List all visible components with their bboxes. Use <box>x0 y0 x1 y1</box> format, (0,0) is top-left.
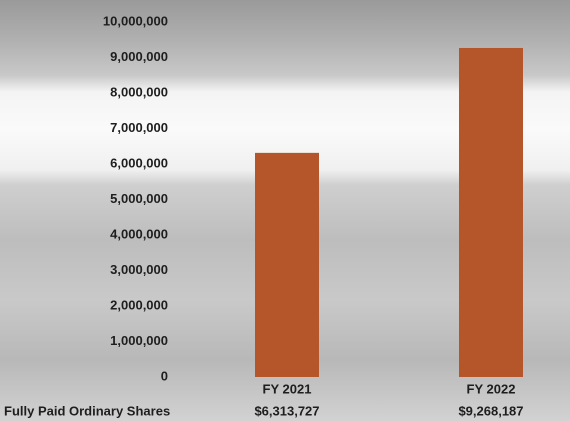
bar <box>459 47 523 377</box>
y-tick-label: 0 <box>161 368 168 383</box>
y-tick-label: 9,000,000 <box>110 49 168 64</box>
x-tick-label: FY 2022 <box>467 381 516 396</box>
series-row-label: Fully Paid Ordinary Shares <box>4 403 170 418</box>
x-tick-label: FY 2021 <box>263 381 312 396</box>
y-tick-label: 8,000,000 <box>110 84 168 99</box>
value-label: $6,313,727 <box>254 403 319 418</box>
y-tick-label: 3,000,000 <box>110 262 168 277</box>
y-tick-label: 5,000,000 <box>110 191 168 206</box>
bar <box>255 152 319 377</box>
y-tick-label: 1,000,000 <box>110 333 168 348</box>
y-tick-label: 4,000,000 <box>110 226 168 241</box>
y-tick-label: 7,000,000 <box>110 120 168 135</box>
y-tick-label: 6,000,000 <box>110 155 168 170</box>
value-label: $9,268,187 <box>458 403 523 418</box>
y-tick-label: 2,000,000 <box>110 297 168 312</box>
y-tick-label: 10,000,000 <box>103 13 168 28</box>
